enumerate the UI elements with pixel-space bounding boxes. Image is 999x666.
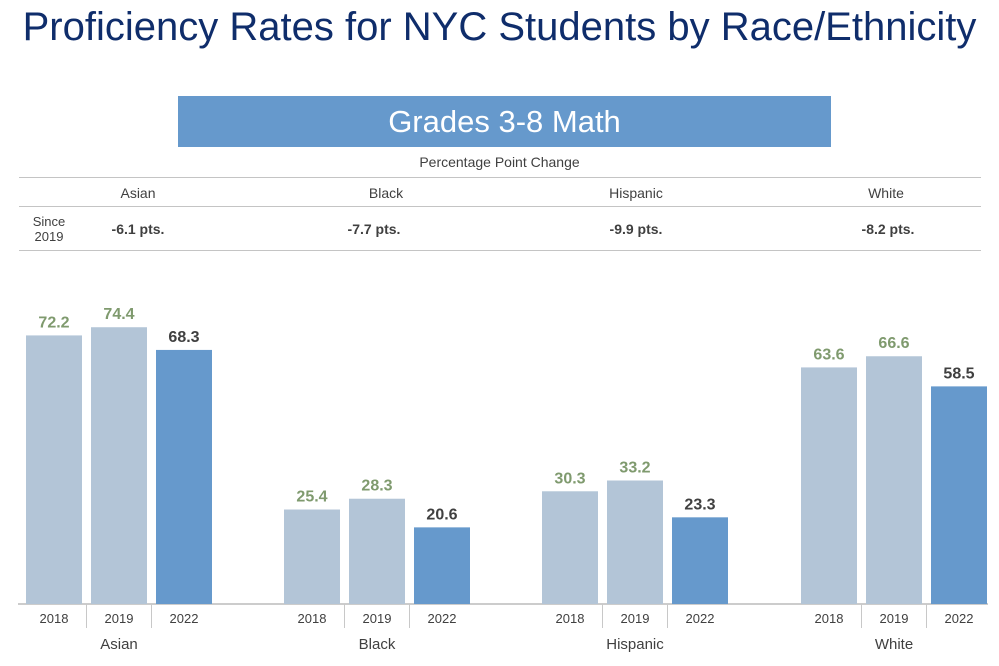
change-table-header: Percentage Point Change bbox=[419, 154, 580, 170]
data-label-white-2022: 58.5 bbox=[943, 365, 974, 382]
change-white: -8.2 pts. bbox=[861, 221, 915, 237]
bar-hispanic-2022 bbox=[672, 517, 728, 604]
bar-hispanic-2019 bbox=[607, 480, 663, 604]
tick-label-white-2018: 2018 bbox=[815, 611, 844, 626]
data-label-asian-2022: 68.3 bbox=[168, 329, 199, 346]
group-header-black: Black bbox=[368, 185, 404, 201]
table-bottom-rule bbox=[19, 250, 981, 251]
tick-label-black-2018: 2018 bbox=[298, 611, 327, 626]
since-2019-label: Since 2019 bbox=[32, 214, 66, 244]
bar-asian-2022 bbox=[156, 349, 212, 604]
table-top-rule bbox=[19, 177, 981, 178]
group-header-white: White bbox=[868, 185, 904, 201]
bar-black-2018 bbox=[284, 509, 340, 604]
category-label-asian: Asian bbox=[100, 636, 138, 653]
data-label-hispanic-2022: 23.3 bbox=[684, 496, 715, 513]
page-title: Proficiency Rates for NYC Students by Ra… bbox=[22, 5, 977, 49]
tick-label-black-2019: 2019 bbox=[363, 611, 392, 626]
data-label-black-2018: 25.4 bbox=[296, 489, 327, 506]
tick-label-asian-2018: 2018 bbox=[40, 611, 69, 626]
category-label-hispanic: Hispanic bbox=[606, 636, 664, 653]
tick-label-hispanic-2018: 2018 bbox=[556, 611, 585, 626]
data-label-white-2019: 66.6 bbox=[878, 335, 909, 352]
group-header-asian: Asian bbox=[120, 185, 156, 201]
table-mid-rule bbox=[19, 206, 981, 207]
category-label-black: Black bbox=[359, 636, 396, 653]
tick-label-asian-2019: 2019 bbox=[105, 611, 134, 626]
data-label-asian-2018: 72.2 bbox=[38, 314, 69, 331]
category-label-white: White bbox=[875, 636, 913, 653]
data-label-hispanic-2019: 33.2 bbox=[619, 459, 650, 476]
bar-white-2019 bbox=[866, 356, 922, 604]
data-label-hispanic-2018: 30.3 bbox=[554, 470, 585, 487]
bar-black-2019 bbox=[349, 498, 405, 604]
chart-banner: Grades 3-8 Math bbox=[178, 96, 831, 147]
tick-label-hispanic-2022: 2022 bbox=[686, 611, 715, 626]
bar-white-2022 bbox=[931, 386, 987, 604]
bar-white-2018 bbox=[801, 367, 857, 604]
group-header-hispanic: Hispanic bbox=[609, 185, 663, 201]
bar-black-2022 bbox=[414, 527, 470, 604]
change-hispanic: -9.9 pts. bbox=[609, 221, 663, 237]
data-label-white-2018: 63.6 bbox=[813, 346, 844, 363]
data-label-black-2019: 28.3 bbox=[361, 478, 392, 495]
change-black: -7.7 pts. bbox=[347, 221, 401, 237]
tick-label-hispanic-2019: 2019 bbox=[621, 611, 650, 626]
bar-asian-2018 bbox=[26, 335, 82, 604]
tick-label-asian-2022: 2022 bbox=[170, 611, 199, 626]
data-label-asian-2019: 74.4 bbox=[103, 306, 134, 323]
data-label-black-2022: 20.6 bbox=[426, 506, 457, 523]
bar-hispanic-2018 bbox=[542, 491, 598, 604]
tick-label-white-2022: 2022 bbox=[945, 611, 974, 626]
bar-asian-2019 bbox=[91, 327, 147, 604]
tick-label-white-2019: 2019 bbox=[880, 611, 909, 626]
tick-label-black-2022: 2022 bbox=[428, 611, 457, 626]
change-asian: -6.1 pts. bbox=[111, 221, 165, 237]
